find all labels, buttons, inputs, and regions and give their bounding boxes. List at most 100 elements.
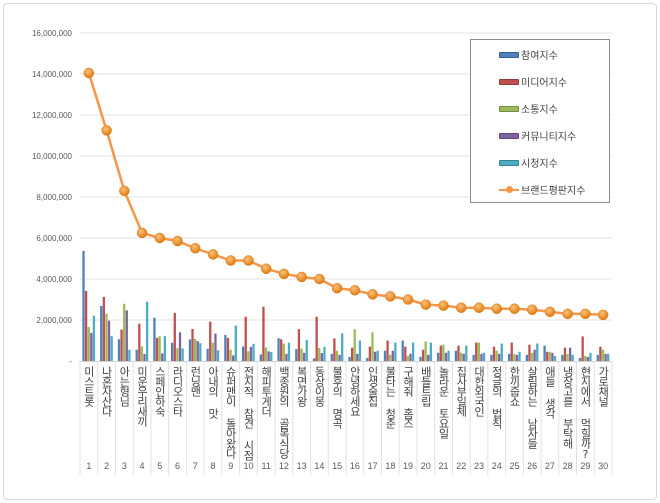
bar-커뮤니티지수 — [551, 352, 554, 361]
bar-참여지수 — [82, 250, 85, 361]
bar-소통지수 — [495, 350, 498, 361]
legend-label: 미디어지수 — [521, 78, 567, 89]
bar-커뮤니티지수 — [391, 350, 394, 361]
category-label: 해피투게더 — [259, 366, 273, 416]
line-point-브랜드평판지수 — [296, 271, 307, 283]
bar-시청지수 — [571, 354, 574, 361]
bar-커뮤니티지수 — [285, 353, 288, 361]
bar-미디어지수 — [457, 345, 460, 361]
bar-시청지수 — [234, 325, 237, 361]
bar-소통지수 — [318, 347, 321, 361]
y-tick-label: 14,000,000 — [32, 70, 73, 79]
chart-border — [3, 3, 657, 500]
bar-소통지수 — [548, 351, 551, 361]
bar-미디어지수 — [528, 344, 531, 361]
legend-label: 참여지수 — [521, 51, 558, 62]
bar-커뮤니티지수 — [462, 353, 465, 361]
bar-소통지수 — [123, 303, 126, 361]
bar-참여지수 — [507, 353, 511, 361]
y-tick-label: 10,000,000 — [32, 152, 73, 161]
bar-커뮤니티지수 — [356, 353, 359, 361]
bar-미디어지수 — [421, 349, 425, 361]
legend-swatch — [499, 132, 519, 139]
line-point-브랜드평판지수 — [349, 285, 361, 296]
bar-미디어지수 — [333, 338, 336, 361]
legend-swatch — [499, 159, 519, 166]
bar-소통지수 — [335, 350, 339, 361]
bar-미디어지수 — [262, 306, 265, 361]
rank-label: 13 — [296, 461, 307, 471]
bar-참여지수 — [543, 345, 546, 361]
bar-참여지수 — [561, 354, 564, 361]
bar-참여지수 — [330, 353, 333, 361]
category-label: 미운우리새끼 — [135, 366, 149, 426]
category-label: 인생술집 — [366, 366, 380, 406]
rank-label: 3 — [121, 461, 127, 471]
bar-커뮤니티지수 — [232, 355, 235, 361]
bar-소통지수 — [176, 348, 179, 361]
bar-미디어지수 — [439, 345, 442, 361]
legend-label: 브랜드평판지수 — [521, 186, 586, 197]
line-point-브랜드평판지수 — [580, 308, 591, 320]
category-label: 한끼줍쇼 — [507, 366, 521, 406]
bar-커뮤니티지수 — [586, 356, 589, 361]
bar-커뮤니티지수 — [178, 332, 182, 361]
legend-label: 커뮤니티지수 — [521, 132, 577, 143]
category-label: 애들 생각 — [543, 366, 557, 418]
rank-label: 21 — [438, 461, 449, 471]
rank-label: 30 — [598, 461, 609, 471]
legend-swatch — [499, 51, 519, 58]
bar-시청지수 — [500, 343, 503, 361]
bar-참여지수 — [117, 339, 121, 361]
bar-미디어지수 — [475, 342, 478, 361]
bar-커뮤니티지수 — [338, 354, 341, 361]
bar-시청지수 — [589, 352, 592, 361]
legend-item: 소통지수 — [499, 101, 558, 116]
bar-소통지수 — [477, 342, 480, 361]
bar-커뮤니티지수 — [214, 333, 217, 361]
category-label: 정글의 법칙 — [490, 366, 504, 428]
line-point-브랜드평판지수 — [207, 249, 219, 260]
bar-미디어지수 — [173, 312, 176, 361]
line-point-브랜드평판지수 — [101, 125, 112, 136]
category-label: 스페인하숙 — [153, 366, 167, 416]
bar-미디어지수 — [138, 323, 141, 361]
bar-소통지수 — [211, 342, 214, 361]
bar-참여지수 — [383, 350, 387, 361]
bar-시청지수 — [323, 346, 326, 361]
bar-미디어지수 — [280, 339, 283, 361]
bar-시청지수 — [287, 342, 291, 361]
bar-소통지수 — [193, 338, 197, 361]
bar-참여지수 — [206, 348, 209, 361]
bar-미디어지수 — [244, 316, 247, 361]
bar-커뮤니티지수 — [444, 352, 448, 361]
rank-label: 24 — [491, 461, 502, 471]
bar-시청지수 — [607, 353, 610, 361]
bar-시청지수 — [145, 301, 149, 361]
rank-label: 18 — [385, 461, 396, 471]
legend-swatch — [499, 185, 519, 194]
bar-커뮤니티지수 — [320, 353, 323, 361]
rank-label: 7 — [192, 461, 198, 471]
bar-시청지수 — [518, 351, 521, 361]
bar-미디어지수 — [510, 342, 513, 361]
category-label: 안녕하세요 — [348, 366, 362, 416]
rank-label: 14 — [314, 461, 325, 471]
bar-시청지수 — [92, 315, 96, 361]
bar-참여지수 — [419, 356, 422, 361]
bar-시청지수 — [163, 336, 166, 361]
category-label: 집사부일체 — [454, 366, 468, 416]
bar-커뮤니티지수 — [427, 354, 430, 361]
line-point-브랜드평판지수 — [136, 227, 148, 239]
bar-참여지수 — [472, 354, 475, 361]
legend-item: 시청지수 — [499, 155, 558, 170]
bar-소통지수 — [530, 352, 534, 361]
legend-item: 브랜드평판지수 — [499, 182, 585, 197]
bar-참여지수 — [525, 354, 528, 361]
bar-커뮤니티지수 — [409, 353, 412, 361]
bar-커뮤니티지수 — [196, 341, 199, 361]
bar-시청지수 — [394, 342, 397, 361]
legend-item: 커뮤니티지수 — [499, 128, 576, 143]
